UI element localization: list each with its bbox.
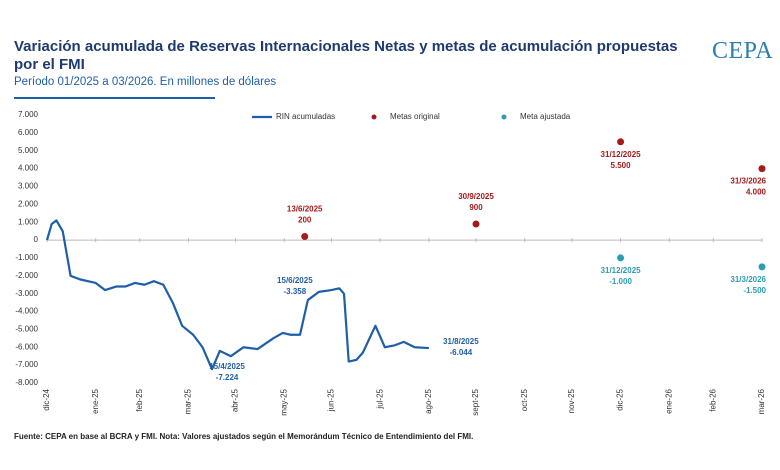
point-date-label: 31/12/2025 — [601, 266, 642, 275]
y-tick-label: 7.000 — [18, 110, 39, 119]
y-tick-label: -8.000 — [15, 378, 38, 387]
x-tick-label: oct-25 — [520, 388, 529, 411]
x-tick-label: mar-25 — [184, 388, 193, 414]
point-date-label: 13/6/2025 — [287, 205, 323, 214]
legend-label: Meta ajustada — [520, 112, 571, 121]
data-point — [617, 254, 625, 262]
x-tick-label: feb-25 — [135, 388, 144, 411]
x-tick-label: nov-25 — [567, 388, 576, 413]
chart-subtitle: Período 01/2025 a 03/2026. En millones d… — [14, 76, 277, 88]
legend-swatch — [501, 114, 507, 120]
x-tick-label: ago-25 — [424, 388, 433, 413]
y-tick-label: 6.000 — [18, 128, 39, 137]
x-tick-label: jul-25 — [375, 388, 384, 409]
y-tick-label: 4.000 — [18, 164, 39, 173]
x-tick-label: feb-26 — [708, 388, 717, 411]
y-tick-label: -4.000 — [15, 307, 38, 316]
x-tick-label: sept-25 — [471, 388, 480, 415]
data-label: 900 — [469, 203, 483, 212]
y-tick-label: -1.000 — [15, 253, 38, 262]
annotation-value: -3.358 — [284, 287, 307, 296]
data-label: -1.500 — [743, 286, 766, 295]
point-date-label: 30/9/2025 — [458, 192, 494, 201]
legend-label: Metas original — [390, 112, 440, 121]
x-tick-label: ene-25 — [91, 388, 100, 413]
y-tick-label: 0 — [34, 235, 39, 244]
point-date-label: 31/3/2026 — [730, 275, 766, 284]
data-label: -1.000 — [609, 277, 632, 286]
legend-swatch — [371, 114, 377, 120]
x-tick-label: dic-25 — [616, 388, 625, 410]
data-line — [45, 219, 429, 371]
y-tick-label: 5.000 — [18, 146, 39, 155]
y-tick-label: -6.000 — [15, 342, 38, 351]
legend-label: RIN acumuladas — [276, 112, 335, 121]
x-tick-label: mar-26 — [757, 388, 766, 414]
logo: CEPA — [712, 38, 774, 64]
y-tick-label: 1.000 — [18, 217, 39, 226]
data-point — [472, 220, 480, 228]
y-tick-label: -5.000 — [15, 325, 38, 334]
x-tick-label: jun-25 — [327, 388, 336, 412]
y-tick-label: 3.000 — [18, 182, 39, 191]
data-label: 4.000 — [746, 188, 767, 197]
data-point — [301, 232, 309, 240]
annotation-date: 15/6/2025 — [277, 276, 313, 285]
x-tick-label: may-25 — [279, 388, 288, 415]
data-label: 200 — [298, 216, 312, 225]
y-tick-label: 2.000 — [18, 199, 39, 208]
annotation-date: 15/4/2025 — [209, 362, 245, 371]
x-tick-label: abr-25 — [231, 388, 240, 412]
data-label: 5.500 — [611, 161, 632, 170]
data-point — [758, 165, 766, 173]
x-tick-label: ene-26 — [664, 388, 673, 413]
data-point — [617, 138, 625, 146]
data-point — [758, 263, 766, 271]
y-tick-label: -3.000 — [15, 289, 38, 298]
point-date-label: 31/12/2025 — [601, 150, 642, 159]
y-tick-label: -2.000 — [15, 271, 38, 280]
source-note: Fuente: CEPA en base al BCRA y FMI. Nota… — [14, 432, 474, 441]
annotation-value: -7.224 — [216, 373, 239, 382]
point-date-label: 31/3/2026 — [730, 177, 766, 186]
x-tick-label: dic-24 — [42, 388, 51, 410]
annotation-date: 31/8/2025 — [443, 337, 479, 346]
y-tick-label: -7.000 — [15, 360, 38, 369]
annotation-value: -6.044 — [450, 348, 473, 357]
chart-title: Variación acumulada de Reservas Internac… — [14, 38, 678, 73]
